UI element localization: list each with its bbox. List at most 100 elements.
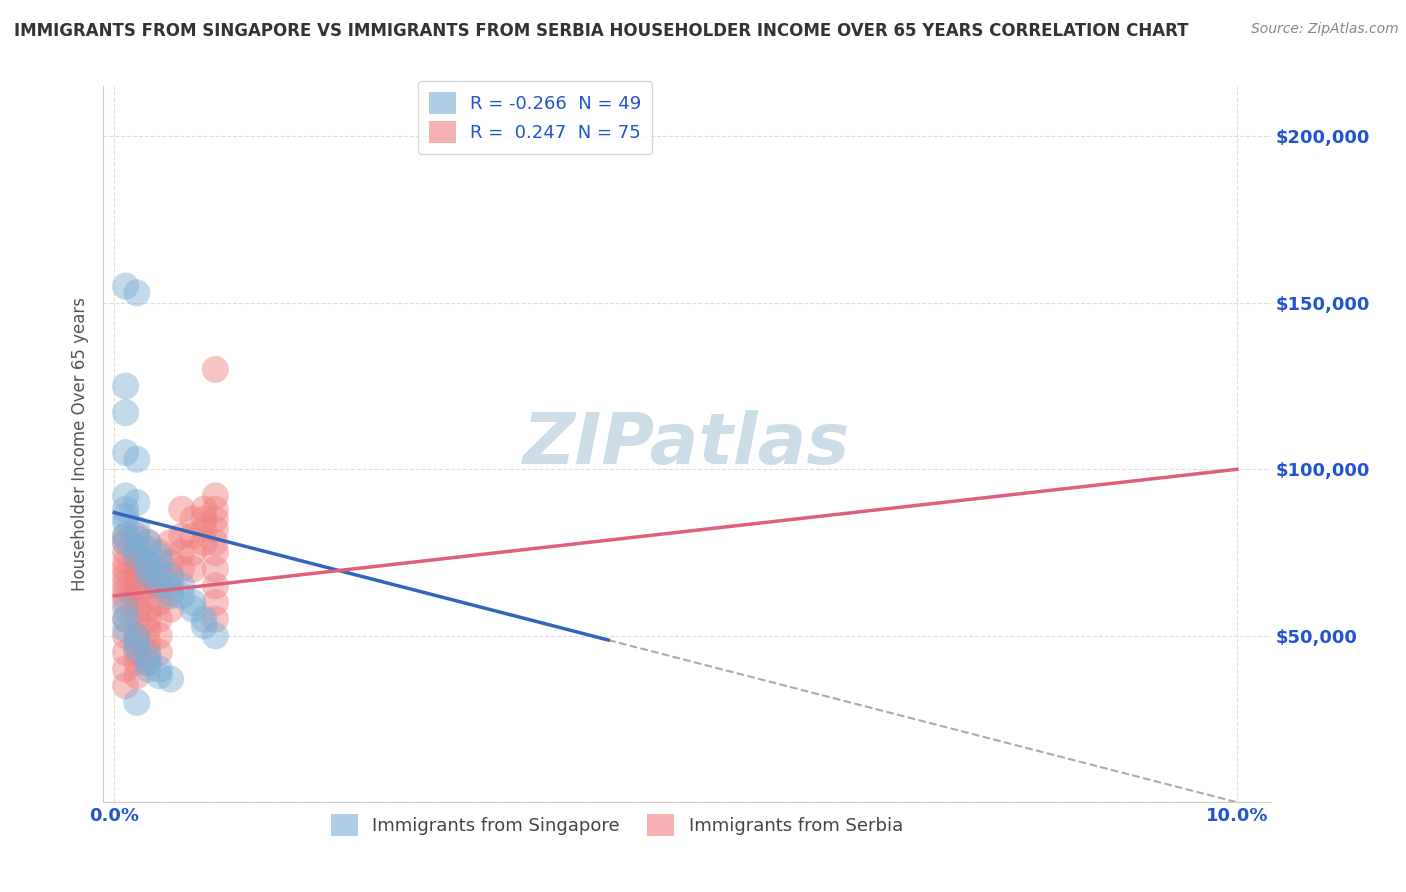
- Point: [136, 602, 159, 616]
- Point: [125, 556, 148, 570]
- Point: [125, 579, 148, 593]
- Point: [136, 589, 159, 603]
- Point: [148, 579, 170, 593]
- Point: [170, 589, 193, 603]
- Point: [114, 556, 136, 570]
- Point: [125, 629, 148, 643]
- Legend: Immigrants from Singapore, Immigrants from Serbia: Immigrants from Singapore, Immigrants fr…: [323, 807, 910, 843]
- Point: [125, 612, 148, 626]
- Point: [114, 662, 136, 676]
- Point: [114, 622, 136, 636]
- Point: [148, 549, 170, 563]
- Point: [204, 362, 226, 376]
- Point: [114, 489, 136, 503]
- Point: [136, 635, 159, 649]
- Point: [125, 529, 148, 543]
- Point: [136, 542, 159, 557]
- Point: [114, 529, 136, 543]
- Point: [114, 406, 136, 420]
- Point: [114, 445, 136, 459]
- Point: [148, 545, 170, 559]
- Point: [204, 535, 226, 549]
- Point: [114, 629, 136, 643]
- Point: [114, 602, 136, 616]
- Point: [148, 562, 170, 576]
- Point: [125, 589, 148, 603]
- Point: [125, 645, 148, 659]
- Point: [204, 489, 226, 503]
- Point: [148, 662, 170, 676]
- Point: [125, 642, 148, 657]
- Point: [181, 512, 204, 526]
- Point: [125, 549, 148, 563]
- Point: [159, 585, 181, 599]
- Point: [136, 569, 159, 583]
- Point: [148, 669, 170, 683]
- Point: [159, 535, 181, 549]
- Point: [136, 579, 159, 593]
- Point: [204, 579, 226, 593]
- Point: [136, 535, 159, 549]
- Y-axis label: Householder Income Over 65 years: Householder Income Over 65 years: [72, 297, 89, 591]
- Point: [148, 569, 170, 583]
- Point: [136, 562, 159, 576]
- Point: [170, 502, 193, 516]
- Point: [125, 533, 148, 547]
- Point: [125, 562, 148, 576]
- Point: [204, 612, 226, 626]
- Point: [125, 545, 148, 559]
- Point: [170, 529, 193, 543]
- Point: [114, 379, 136, 393]
- Point: [204, 502, 226, 516]
- Point: [181, 529, 204, 543]
- Point: [148, 556, 170, 570]
- Point: [114, 502, 136, 516]
- Point: [136, 569, 159, 583]
- Point: [136, 556, 159, 570]
- Point: [125, 542, 148, 557]
- Point: [136, 645, 159, 659]
- Point: [125, 572, 148, 586]
- Point: [136, 656, 159, 670]
- Point: [125, 602, 148, 616]
- Point: [159, 672, 181, 686]
- Point: [159, 569, 181, 583]
- Point: [114, 595, 136, 609]
- Point: [193, 612, 215, 626]
- Point: [136, 622, 159, 636]
- Point: [193, 535, 215, 549]
- Point: [125, 629, 148, 643]
- Point: [114, 562, 136, 576]
- Text: Source: ZipAtlas.com: Source: ZipAtlas.com: [1251, 22, 1399, 37]
- Point: [159, 602, 181, 616]
- Point: [159, 569, 181, 583]
- Point: [136, 662, 159, 676]
- Text: IMMIGRANTS FROM SINGAPORE VS IMMIGRANTS FROM SERBIA HOUSEHOLDER INCOME OVER 65 Y: IMMIGRANTS FROM SINGAPORE VS IMMIGRANTS …: [14, 22, 1188, 40]
- Point: [114, 645, 136, 659]
- Point: [114, 582, 136, 596]
- Point: [114, 535, 136, 549]
- Point: [136, 535, 159, 549]
- Point: [204, 595, 226, 609]
- Point: [148, 595, 170, 609]
- Text: ZIPatlas: ZIPatlas: [523, 409, 851, 479]
- Point: [204, 629, 226, 643]
- Point: [125, 495, 148, 509]
- Point: [193, 512, 215, 526]
- Point: [170, 579, 193, 593]
- Point: [125, 635, 148, 649]
- Point: [148, 645, 170, 659]
- Point: [125, 452, 148, 467]
- Point: [125, 635, 148, 649]
- Point: [159, 579, 181, 593]
- Point: [193, 522, 215, 536]
- Point: [204, 522, 226, 536]
- Point: [114, 612, 136, 626]
- Point: [136, 556, 159, 570]
- Point: [181, 595, 204, 609]
- Point: [114, 569, 136, 583]
- Point: [114, 516, 136, 530]
- Point: [170, 562, 193, 576]
- Point: [181, 545, 204, 559]
- Point: [114, 279, 136, 293]
